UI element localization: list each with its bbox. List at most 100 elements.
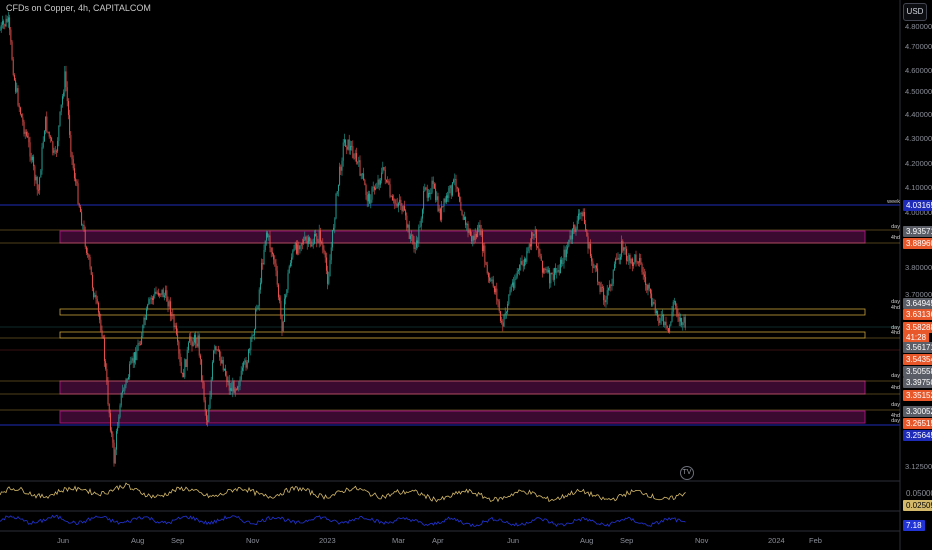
candle-body [387, 181, 389, 183]
candle-body [471, 235, 473, 242]
tradingview-logo-icon[interactable]: TV [680, 466, 694, 480]
x-tick: 2024 [768, 536, 785, 545]
resistance-zone [59, 331, 866, 339]
candle-body [448, 188, 450, 198]
candle-body [298, 244, 300, 250]
candle-body [15, 80, 17, 92]
level-tag: day [891, 299, 900, 305]
candle-body [132, 358, 134, 363]
candle-body [359, 160, 361, 176]
candle-body [675, 301, 677, 306]
candle-body [113, 442, 115, 464]
candle-body [567, 246, 569, 250]
candle-body [656, 310, 657, 313]
candle-body [333, 227, 335, 231]
candle-body [430, 192, 432, 194]
candle-body [231, 388, 233, 392]
candle-body [41, 147, 43, 171]
price-label: 3.30052 [903, 406, 932, 417]
candle-body [510, 285, 512, 291]
candle-body [302, 243, 303, 244]
candle-body [527, 247, 529, 252]
price-label: 3.64945 [903, 298, 932, 309]
candle-body [266, 232, 267, 241]
candle-body [105, 361, 107, 369]
candle-body [424, 187, 426, 191]
candle-body [488, 273, 489, 278]
candle-body [564, 249, 566, 258]
candle-body [396, 203, 398, 207]
candle-body [26, 131, 27, 136]
candle-body [401, 205, 403, 212]
currency-button[interactable]: USD [903, 3, 927, 21]
price-label: 4.03165 [903, 200, 932, 211]
candle-body [268, 235, 270, 237]
candle-body [124, 385, 126, 391]
candle-body [500, 311, 501, 321]
candle-body [550, 272, 552, 284]
y-tick: 4.00000 [905, 208, 932, 217]
candle-body [683, 317, 685, 323]
candle-body [240, 370, 242, 380]
candle-body [95, 294, 97, 299]
candle-body [164, 295, 165, 298]
candle-body [29, 142, 31, 157]
candle-body [530, 244, 531, 247]
candle-body [57, 140, 59, 152]
candle-body [362, 173, 363, 175]
candle-body [587, 236, 589, 249]
candle-body [230, 388, 231, 391]
candle-body [520, 261, 522, 265]
candle-body [224, 368, 225, 371]
candle-body [56, 151, 57, 153]
candle-body [308, 237, 309, 244]
candle-body [506, 312, 507, 313]
candle-body [441, 206, 443, 220]
candle-body [214, 346, 216, 351]
candle-body [256, 308, 258, 310]
candle-body [600, 287, 602, 292]
candle-body [476, 234, 477, 238]
candle-body [413, 241, 415, 249]
candle-body [293, 248, 295, 251]
candle-body [70, 134, 72, 153]
candle-body [275, 263, 277, 271]
candle-body [24, 131, 26, 134]
candle-body [444, 198, 446, 203]
candle-body [437, 196, 439, 212]
candle-body [44, 131, 45, 142]
candle-body [287, 273, 289, 290]
candle-body [82, 224, 84, 226]
y-tick: 4.80000 [905, 22, 932, 31]
candle-body [209, 396, 211, 409]
level-tag: 4hd [890, 235, 900, 241]
candle-body [467, 223, 469, 233]
candle-body [321, 241, 323, 244]
candle-body [507, 304, 509, 312]
candle-body [89, 257, 91, 267]
candle-body [566, 249, 567, 258]
candle-body [170, 301, 171, 316]
candle-body [432, 180, 434, 185]
candle-body [539, 253, 541, 257]
candle-body [338, 184, 339, 192]
candle-body [392, 196, 393, 201]
candle-body [525, 258, 527, 262]
indicator2-value: 7.18 [903, 520, 925, 531]
candle-body [220, 357, 222, 364]
candle-body [80, 206, 81, 213]
candle-body [174, 325, 176, 327]
candle-body [672, 301, 674, 312]
candle-body [180, 362, 182, 373]
candle-body [116, 431, 117, 450]
candle-body [140, 344, 141, 345]
candle-body [678, 317, 680, 322]
candle-body [623, 247, 625, 251]
candle-body [456, 186, 458, 189]
candle-body [620, 256, 621, 260]
level-tag: 4hd [890, 305, 900, 311]
candle-body [262, 262, 264, 265]
candle-body [264, 240, 266, 250]
candle-body [501, 320, 503, 323]
